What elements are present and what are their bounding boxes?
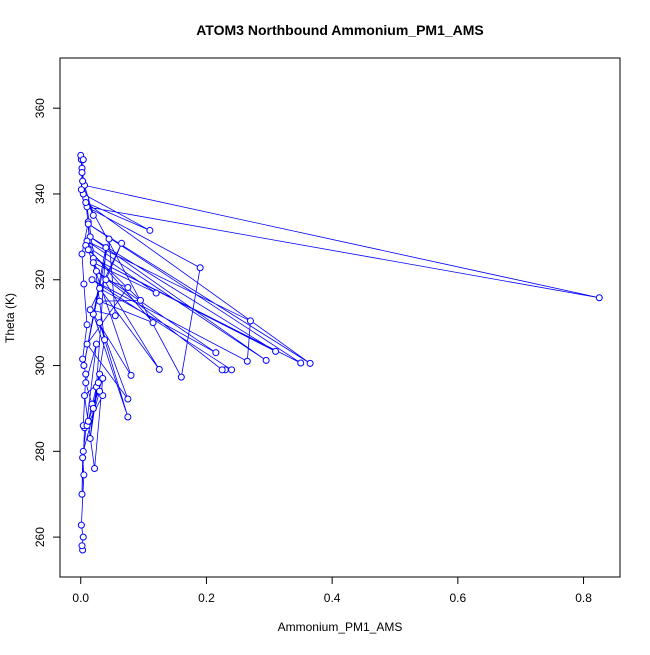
data-point: [246, 317, 254, 325]
data-point: [86, 434, 94, 442]
data-point: [84, 220, 92, 228]
y-axis-label: Theta (K): [3, 293, 17, 343]
x-tick-label: 0.6: [450, 591, 467, 605]
data-point: [82, 199, 90, 207]
data-point: [78, 490, 86, 498]
data-point: [262, 356, 270, 364]
data-point: [124, 413, 132, 421]
data-point: [196, 264, 204, 272]
data-point: [79, 454, 87, 462]
data-point: [124, 395, 132, 403]
data-point: [80, 362, 88, 370]
data-point: [84, 246, 92, 254]
data-point: [83, 340, 91, 348]
data-point: [124, 283, 132, 291]
data-point: [89, 259, 97, 267]
data-point: [77, 521, 85, 529]
data-point: [99, 374, 107, 382]
data-point: [177, 373, 185, 381]
y-tick-label: 260: [33, 527, 47, 547]
data-point: [118, 239, 126, 247]
data-point: [96, 284, 104, 292]
plot-frame: [59, 57, 621, 578]
data-point: [306, 359, 314, 367]
data-point: [88, 276, 96, 284]
data-point: [78, 542, 86, 550]
data-point: [79, 447, 87, 455]
data-point: [297, 359, 305, 367]
data-point: [218, 366, 226, 374]
data-point: [79, 355, 87, 363]
data-point: [81, 392, 89, 400]
data-point: [136, 296, 144, 304]
x-tick-label: 0.4: [324, 591, 341, 605]
data-point: [83, 321, 91, 329]
data-point: [111, 312, 119, 320]
x-tick-label: 0.2: [198, 591, 215, 605]
data-point: [78, 250, 86, 258]
data-point: [92, 267, 100, 275]
data-point: [79, 177, 87, 185]
data-point: [96, 319, 104, 327]
chart-title: ATOM3 Northbound Ammonium_PM1_AMS: [196, 22, 484, 38]
data-point: [243, 357, 251, 365]
data-point: [79, 156, 87, 164]
data-point: [94, 379, 102, 387]
data-point: [79, 533, 87, 541]
data-point: [91, 464, 99, 472]
data-point: [228, 366, 236, 374]
data-point: [89, 404, 97, 412]
y-tick-label: 300: [33, 355, 47, 375]
data-point: [84, 417, 92, 425]
data-point: [82, 370, 90, 378]
data-point: [272, 347, 280, 355]
data-point: [80, 471, 88, 479]
data-point: [149, 319, 157, 327]
y-tick-label: 340: [33, 184, 47, 204]
x-tick-label: 0.8: [575, 591, 592, 605]
y-tick-label: 360: [33, 98, 47, 118]
data-point: [152, 289, 160, 297]
data-point: [77, 186, 85, 194]
data-point: [78, 169, 86, 177]
data-point: [105, 235, 113, 243]
data-point: [86, 306, 94, 314]
data-point: [89, 211, 97, 219]
data-point: [212, 349, 220, 357]
data-point: [96, 387, 104, 395]
data-point: [92, 340, 100, 348]
y-tick-label: 280: [33, 441, 47, 461]
data-point: [146, 226, 154, 234]
x-tick-label: 0.0: [72, 591, 89, 605]
y-tick-label: 320: [33, 269, 47, 289]
data-point: [101, 336, 109, 344]
data-point: [96, 297, 104, 305]
data-point: [82, 379, 90, 387]
data-point: [595, 294, 603, 302]
x-axis-label: Ammonium_PM1_AMS: [278, 620, 403, 634]
data-point: [155, 365, 163, 373]
data-point: [80, 280, 88, 288]
data-point: [102, 244, 110, 252]
data-point: [127, 371, 135, 379]
data-point: [102, 276, 110, 284]
